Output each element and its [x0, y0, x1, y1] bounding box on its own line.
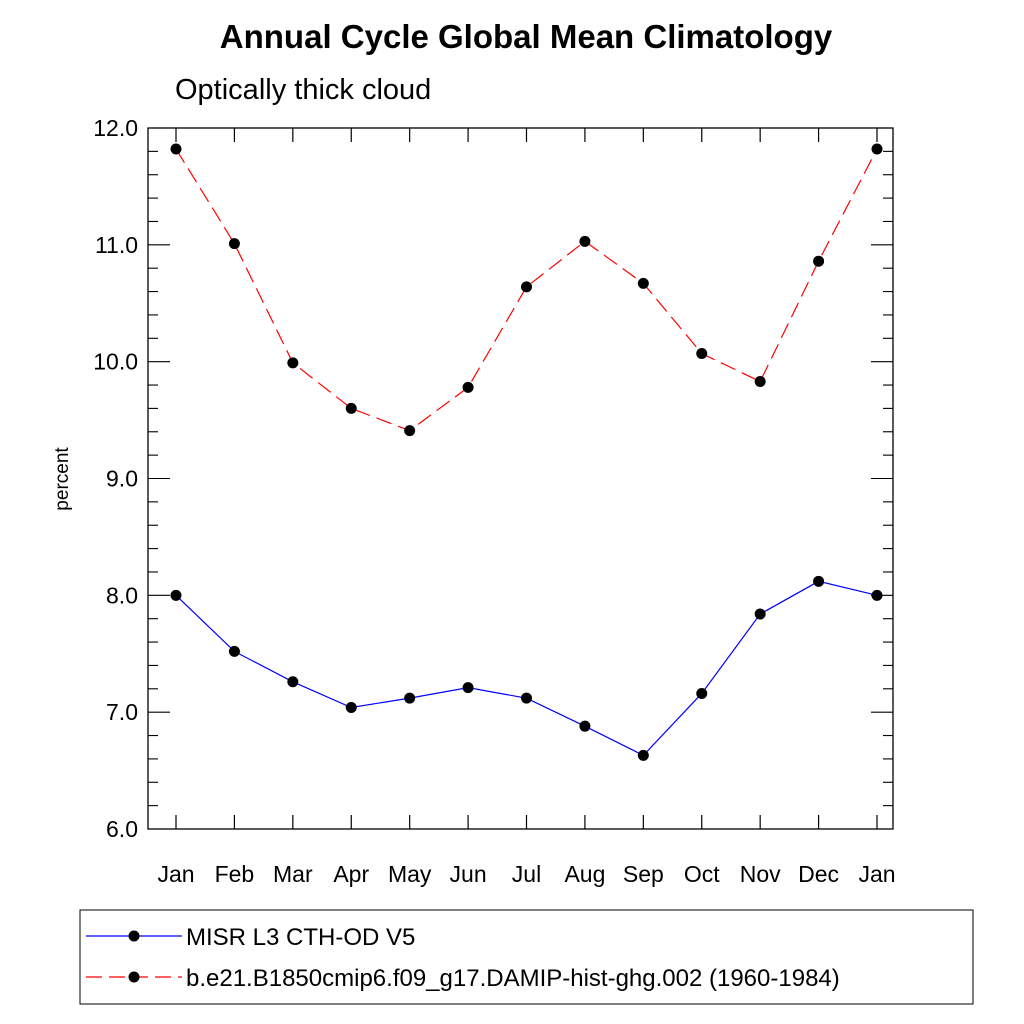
series-line	[175, 580, 878, 757]
y-tick-label: 8.0	[106, 582, 138, 608]
y-tick-label: 9.0	[106, 466, 138, 492]
x-tick-label: Sep	[623, 861, 664, 887]
x-tick-label: Aug	[564, 861, 605, 887]
data-point	[170, 589, 182, 601]
data-point	[521, 281, 532, 293]
plot-frame	[147, 127, 894, 830]
data-point	[287, 676, 299, 688]
y-axis-label: percent	[52, 447, 73, 511]
data-point	[170, 143, 182, 155]
x-tick-label: Jun	[450, 861, 487, 887]
data-point	[287, 357, 299, 369]
legend: MISR L3 CTH-OD V5 b.e21.B1850cmip6.f09_g1…	[79, 909, 974, 1005]
x-tick-label: Jan	[858, 861, 895, 887]
x-tick-label: Jan	[157, 861, 194, 887]
data-point	[228, 238, 240, 250]
axes: Jan Feb Mar Apr May Jun Jul Aug Sep Oct Nov Dec Jan 6…	[93, 115, 895, 887]
data-point	[345, 402, 357, 414]
data-point	[228, 645, 240, 657]
y-tick-label: 11.0	[95, 232, 138, 258]
legend-marker	[128, 930, 140, 942]
data-point	[462, 381, 474, 393]
data-point	[637, 277, 649, 289]
data-point	[696, 687, 708, 699]
x-tick-label: Dec	[798, 861, 839, 887]
legend-box	[79, 909, 974, 1005]
y-tick-label: 7.0	[106, 699, 138, 725]
data-point	[696, 347, 708, 359]
y-tick-label: 10.0	[93, 349, 138, 375]
series-layer	[170, 143, 883, 761]
data-point	[754, 608, 766, 620]
series-1	[170, 575, 883, 761]
chart-title: Annual Cycle Global Mean Climatology	[220, 18, 833, 55]
data-point	[345, 701, 357, 713]
data-point	[754, 376, 766, 388]
legend-marker	[128, 971, 140, 983]
data-point	[579, 720, 591, 732]
y-tick-label: 6.0	[106, 816, 138, 842]
chart-subtitle: Optically thick cloud	[175, 74, 431, 106]
x-tick-label: Nov	[740, 861, 781, 887]
x-tick-label: Oct	[684, 861, 720, 887]
x-tick-label: Apr	[333, 861, 369, 887]
data-point	[579, 235, 591, 247]
data-point	[404, 425, 416, 437]
series-2	[170, 143, 883, 437]
data-point	[462, 682, 474, 694]
x-tick-label: Jul	[512, 861, 541, 887]
data-point	[521, 692, 532, 704]
legend-entry: MISR L3 CTH-OD V5	[186, 924, 415, 951]
x-tick-label: Mar	[273, 861, 313, 887]
x-tick-label: Feb	[215, 861, 255, 887]
data-point	[813, 255, 825, 267]
data-point	[871, 143, 883, 155]
data-point	[404, 692, 416, 704]
data-point	[813, 575, 825, 587]
data-point	[871, 589, 883, 601]
x-tick-label: May	[388, 861, 432, 887]
data-point	[637, 749, 649, 761]
legend-entry: b.e21.B1850cmip6.f09_g17.DAMIP-hist-ghg.…	[186, 965, 840, 992]
y-tick-label: 12.0	[93, 115, 138, 141]
